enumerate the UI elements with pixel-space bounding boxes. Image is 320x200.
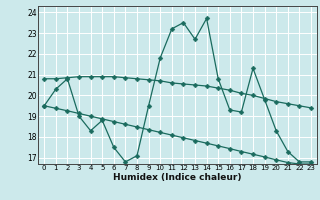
X-axis label: Humidex (Indice chaleur): Humidex (Indice chaleur): [113, 173, 242, 182]
